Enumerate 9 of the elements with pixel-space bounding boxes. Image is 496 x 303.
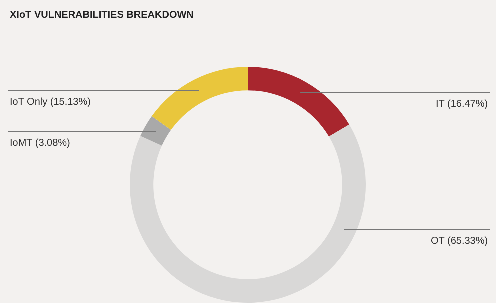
slice-label: IT (16.47%) <box>436 99 488 110</box>
chart-title: XIoT VULNERABILITIES BREAKDOWN <box>10 10 194 21</box>
donut-slice <box>130 124 366 303</box>
donut-slice <box>248 67 350 137</box>
donut-slice <box>152 67 248 130</box>
donut-slice <box>140 116 172 146</box>
slice-label: IoT Only (15.13%) <box>10 97 91 108</box>
slice-label: OT (65.33%) <box>431 236 488 247</box>
slice-label: IoMT (3.08%) <box>10 138 70 149</box>
